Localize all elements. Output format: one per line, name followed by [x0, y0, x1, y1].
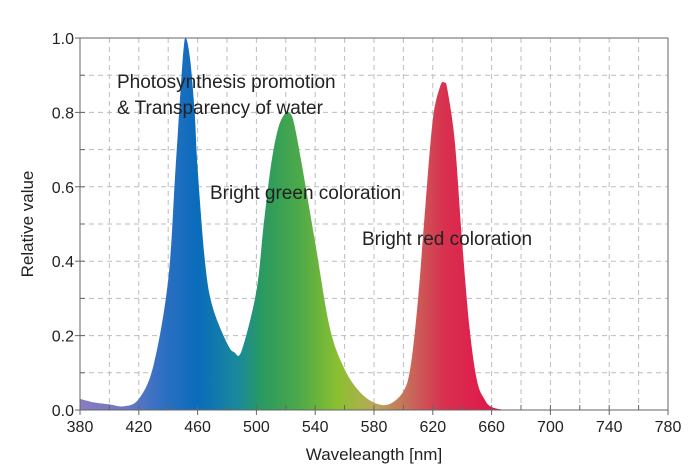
x-tick-labels: 380 420 460 500 540 580 620 660 700 740 780	[67, 419, 682, 436]
y-tick-label: 0.8	[52, 105, 74, 122]
y-tick-labels: 0.0 0.2 0.4 0.6 0.8 1.0	[52, 31, 74, 420]
spectrum-area	[80, 38, 521, 410]
tick-marks	[75, 37, 669, 415]
x-tick-label: 420	[125, 419, 152, 436]
x-tick-label: 460	[184, 419, 211, 436]
annotation-red: Bright red coloration	[362, 229, 532, 250]
y-tick-label: 0.6	[52, 180, 74, 197]
x-tick-label: 380	[67, 419, 94, 436]
x-tick-label: 620	[419, 419, 446, 436]
y-tick-label: 0.2	[52, 329, 74, 346]
x-tick-label: 740	[596, 419, 623, 436]
x-tick-label: 660	[478, 419, 505, 436]
x-tick-label: 700	[537, 419, 564, 436]
y-tick-label: 0.4	[52, 254, 74, 271]
x-tick-label: 500	[243, 419, 270, 436]
x-tick-label: 540	[302, 419, 329, 436]
x-tick-label: 580	[361, 419, 388, 436]
x-axis-label: Waveleangth [nm]	[306, 445, 442, 464]
annotation-green: Bright green coloration	[210, 183, 401, 204]
y-tick-label: 0.0	[52, 403, 74, 420]
annotation-photosynthesis: Photosynthesis promotion	[117, 72, 336, 93]
x-tick-label: 780	[655, 419, 682, 436]
y-axis-label: Relative value	[18, 171, 37, 278]
y-tick-label: 1.0	[52, 31, 74, 48]
annotation-transparency: & Transparency of water	[117, 98, 324, 119]
